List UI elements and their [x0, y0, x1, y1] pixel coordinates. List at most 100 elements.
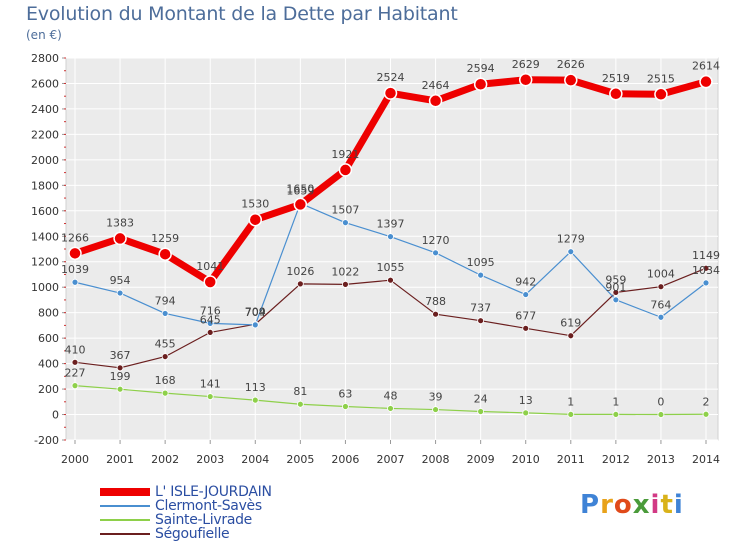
- data-point: [518, 73, 533, 87]
- data-label: 1: [612, 395, 619, 408]
- x-tick-label: 2011: [557, 453, 585, 466]
- data-label: 954: [110, 274, 131, 287]
- data-label: 455: [155, 338, 176, 351]
- data-label: 367: [110, 349, 131, 362]
- y-tick-label: 1800: [31, 179, 59, 192]
- data-point: [206, 393, 214, 400]
- logo-letter: r: [600, 490, 614, 520]
- data-label: 1022: [331, 265, 359, 278]
- plot-area: [65, 57, 719, 441]
- y-tick-label: 600: [38, 332, 59, 345]
- data-label: 1266: [61, 231, 89, 244]
- y-tick-label: 2000: [31, 154, 59, 167]
- data-point: [161, 353, 169, 360]
- data-label: 199: [110, 370, 131, 383]
- data-point: [113, 231, 127, 246]
- data-label: 619: [560, 317, 581, 330]
- data-point: [116, 289, 124, 297]
- data-label: 1004: [647, 268, 675, 281]
- data-label: 2524: [377, 71, 405, 84]
- legend-label: L' ISLE-JOURDAIN: [155, 484, 272, 500]
- y-tick-label: 1000: [31, 281, 59, 294]
- data-point: [338, 163, 353, 177]
- data-label: 677: [515, 309, 536, 322]
- data-label: 1259: [151, 232, 179, 245]
- legend-swatch: [100, 533, 150, 535]
- data-point: [203, 275, 217, 289]
- x-tick-label: 2008: [422, 453, 450, 466]
- y-tick-label: 2200: [31, 128, 59, 141]
- y-tick-label: 1400: [31, 230, 59, 243]
- x-tick-label: 2005: [286, 453, 314, 466]
- data-label: 901: [605, 281, 626, 294]
- data-point: [567, 332, 575, 340]
- y-tick-label: 1200: [31, 256, 59, 269]
- data-label: 1: [567, 395, 574, 408]
- x-tick-label: 2014: [692, 453, 720, 466]
- data-label: 2: [703, 395, 710, 408]
- legend-swatch: [100, 505, 150, 507]
- data-label: 1383: [106, 216, 134, 229]
- data-point: [657, 313, 665, 321]
- data-label: 2464: [422, 79, 450, 92]
- y-tick-label: 2600: [31, 77, 59, 90]
- data-label: 716: [200, 304, 221, 317]
- logo-letter: i: [673, 490, 684, 520]
- data-label: 39: [429, 391, 443, 404]
- data-point: [248, 212, 263, 227]
- data-point: [116, 385, 124, 393]
- data-point: [654, 87, 668, 102]
- x-tick-label: 2012: [602, 453, 630, 466]
- data-point: [251, 396, 259, 404]
- logo-letter: x: [632, 490, 651, 520]
- logo-letter: t: [660, 490, 674, 520]
- data-label: 1659: [286, 184, 314, 197]
- data-point: [206, 319, 214, 327]
- chart-subtitle: (en €): [26, 28, 62, 42]
- data-point: [657, 283, 665, 291]
- data-label: 1270: [422, 234, 450, 247]
- y-tick-label: 2800: [31, 52, 59, 65]
- x-tick-label: 2000: [61, 453, 89, 466]
- chart-title: Evolution du Montant de la Dette par Hab…: [26, 3, 458, 25]
- data-label: 113: [245, 381, 266, 394]
- data-point: [293, 197, 308, 212]
- data-point: [68, 246, 82, 261]
- data-label: 48: [384, 389, 398, 402]
- y-tick-label: 200: [38, 383, 59, 396]
- y-tick-label: 1600: [31, 205, 59, 218]
- logo-letter: i: [650, 490, 661, 520]
- data-point: [522, 291, 530, 298]
- y-tick-label: 0: [52, 409, 59, 422]
- data-label: 2629: [512, 58, 540, 71]
- data-point: [432, 249, 439, 257]
- data-point: [158, 247, 172, 261]
- proxiti-logo: Proxiti: [580, 490, 684, 520]
- data-label: 13: [519, 394, 533, 407]
- data-label: 1279: [557, 233, 585, 246]
- data-point: [612, 289, 620, 296]
- data-label: 704: [245, 306, 266, 319]
- data-label: 2626: [557, 58, 585, 71]
- data-label: 1034: [692, 264, 720, 277]
- data-point: [522, 409, 530, 417]
- legend-label: Clermont-Savès: [155, 498, 262, 514]
- data-point: [71, 358, 79, 366]
- data-point: [251, 321, 259, 329]
- data-point: [342, 280, 349, 288]
- data-point: [387, 233, 394, 241]
- data-label: 2515: [647, 72, 675, 85]
- data-label: 1507: [331, 204, 359, 217]
- data-label: 63: [338, 388, 352, 401]
- data-point: [477, 271, 485, 279]
- data-point: [564, 73, 578, 87]
- data-point: [612, 296, 620, 304]
- data-point: [432, 310, 439, 318]
- data-label: 1026: [286, 265, 314, 278]
- data-point: [612, 411, 620, 418]
- data-label: 24: [474, 392, 488, 405]
- data-point: [296, 400, 304, 408]
- data-point: [206, 329, 214, 336]
- data-label: 1650: [286, 182, 314, 195]
